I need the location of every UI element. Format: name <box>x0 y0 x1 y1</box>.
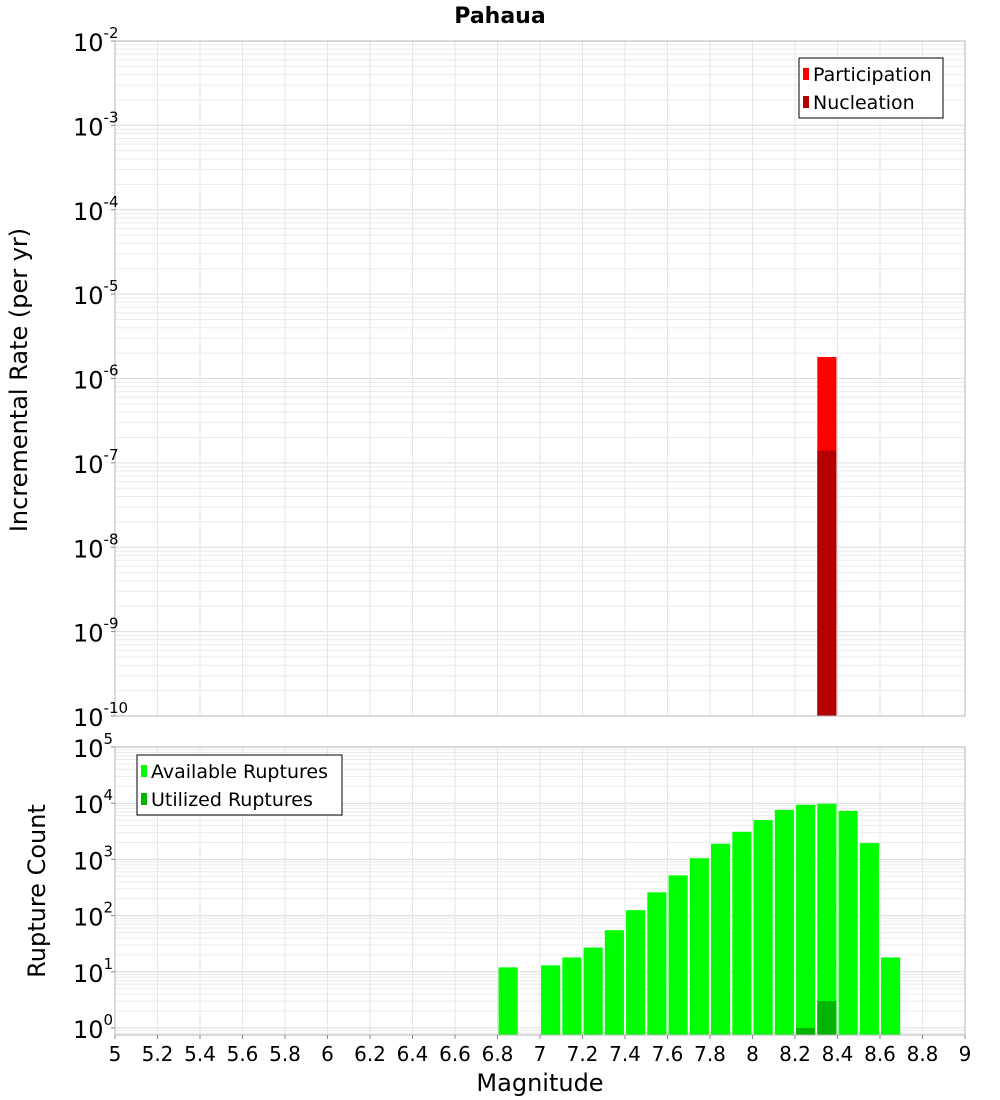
x-axis-title: Magnitude <box>476 1069 603 1097</box>
x-tick-label: 7.8 <box>694 1042 726 1066</box>
y-tick-label: 101 <box>73 955 113 988</box>
bar <box>498 967 518 1035</box>
bar <box>583 947 603 1035</box>
x-tick-label: 6.2 <box>354 1042 386 1066</box>
legend-swatch <box>141 793 147 805</box>
legend-label: Available Ruptures <box>151 761 328 783</box>
bar <box>753 820 773 1035</box>
y-tick-label: 105 <box>73 730 113 763</box>
bar <box>881 957 901 1035</box>
legend-swatch <box>803 68 809 80</box>
x-tick-label: 5.8 <box>269 1042 301 1066</box>
bar <box>711 843 731 1035</box>
y-tick-label: 10-6 <box>73 362 119 395</box>
x-tick-label: 6.6 <box>439 1042 471 1066</box>
x-tick-label: 5.4 <box>184 1042 216 1066</box>
y-tick-label: 103 <box>73 842 113 875</box>
bar <box>817 450 837 716</box>
bar <box>647 892 667 1035</box>
x-tick-label: 8.8 <box>907 1042 939 1066</box>
x-tick-label: 8 <box>746 1042 759 1066</box>
bar <box>732 831 752 1035</box>
y-tick-label: 10-8 <box>73 530 119 563</box>
x-tick-label: 7.6 <box>652 1042 684 1066</box>
legend-swatch <box>803 96 809 108</box>
x-tick-label: 7.4 <box>609 1042 641 1066</box>
x-tick-label: 8.2 <box>779 1042 811 1066</box>
bar <box>689 858 709 1035</box>
x-tick-label: 7.2 <box>567 1042 599 1066</box>
legend-label: Utilized Ruptures <box>151 789 313 811</box>
x-tick-label: 6.8 <box>482 1042 514 1066</box>
y-axis-title-rate: Incremental Rate (per yr) <box>5 228 33 532</box>
y-tick-label: 10-3 <box>73 108 119 141</box>
y-tick-label: 10-10 <box>73 699 128 732</box>
rupture-count-panel: 105 104 103 102 101 100 Available Ruptures Util… <box>73 730 966 1044</box>
y-tick-label: 104 <box>73 786 113 819</box>
legend: Available Ruptures Utilized Ruptures <box>136 754 343 816</box>
bar <box>859 843 879 1035</box>
bar <box>541 965 561 1035</box>
bar <box>838 810 858 1035</box>
y-tick-label: 10-4 <box>73 193 119 226</box>
legend-label: Nucleation <box>813 92 915 114</box>
y-tick-label: 102 <box>73 899 113 932</box>
y-tick-label: 10-7 <box>73 446 119 479</box>
legend: Participation Nucleation <box>798 57 944 119</box>
bar <box>817 1001 837 1035</box>
x-tick-label: 5.2 <box>142 1042 174 1066</box>
bar <box>626 910 646 1035</box>
y-tick-label: 10-2 <box>73 24 119 57</box>
x-tick-label: 9 <box>959 1042 972 1066</box>
bar <box>604 930 624 1035</box>
bar <box>562 957 582 1035</box>
y-axis-title-count: Rupture Count <box>23 804 51 978</box>
x-axis: 5 5.2 5.4 5.6 5.8 6 6.2 6.4 6.6 6.8 7 7.2 7.4 7.6 7.8 8… <box>109 1035 972 1066</box>
chart-title: Pahaua <box>454 4 545 29</box>
legend-label: Participation <box>813 64 932 86</box>
x-tick-label: 6.4 <box>397 1042 429 1066</box>
bar <box>668 875 688 1035</box>
y-tick-label: 10-9 <box>73 615 119 648</box>
bar <box>817 803 837 1035</box>
legend-box <box>136 754 343 816</box>
x-tick-label: 7 <box>534 1042 547 1066</box>
incremental-rate-panel: 10-2 10-3 10-4 10-5 10-6 10-7 10-8 10-9 10-10 Par… <box>73 24 966 732</box>
y-tick-label: 10-5 <box>73 277 119 310</box>
bar <box>796 804 816 1035</box>
y-tick-label: 100 <box>73 1011 113 1044</box>
x-tick-label: 6 <box>321 1042 334 1066</box>
x-tick-label: 5 <box>109 1042 122 1066</box>
x-tick-label: 8.6 <box>864 1042 896 1066</box>
x-tick-label: 5.6 <box>227 1042 259 1066</box>
legend-box <box>798 57 944 119</box>
bar <box>774 809 794 1035</box>
bar <box>796 1027 816 1035</box>
legend-swatch <box>141 765 147 777</box>
x-tick-label: 8.4 <box>822 1042 854 1066</box>
